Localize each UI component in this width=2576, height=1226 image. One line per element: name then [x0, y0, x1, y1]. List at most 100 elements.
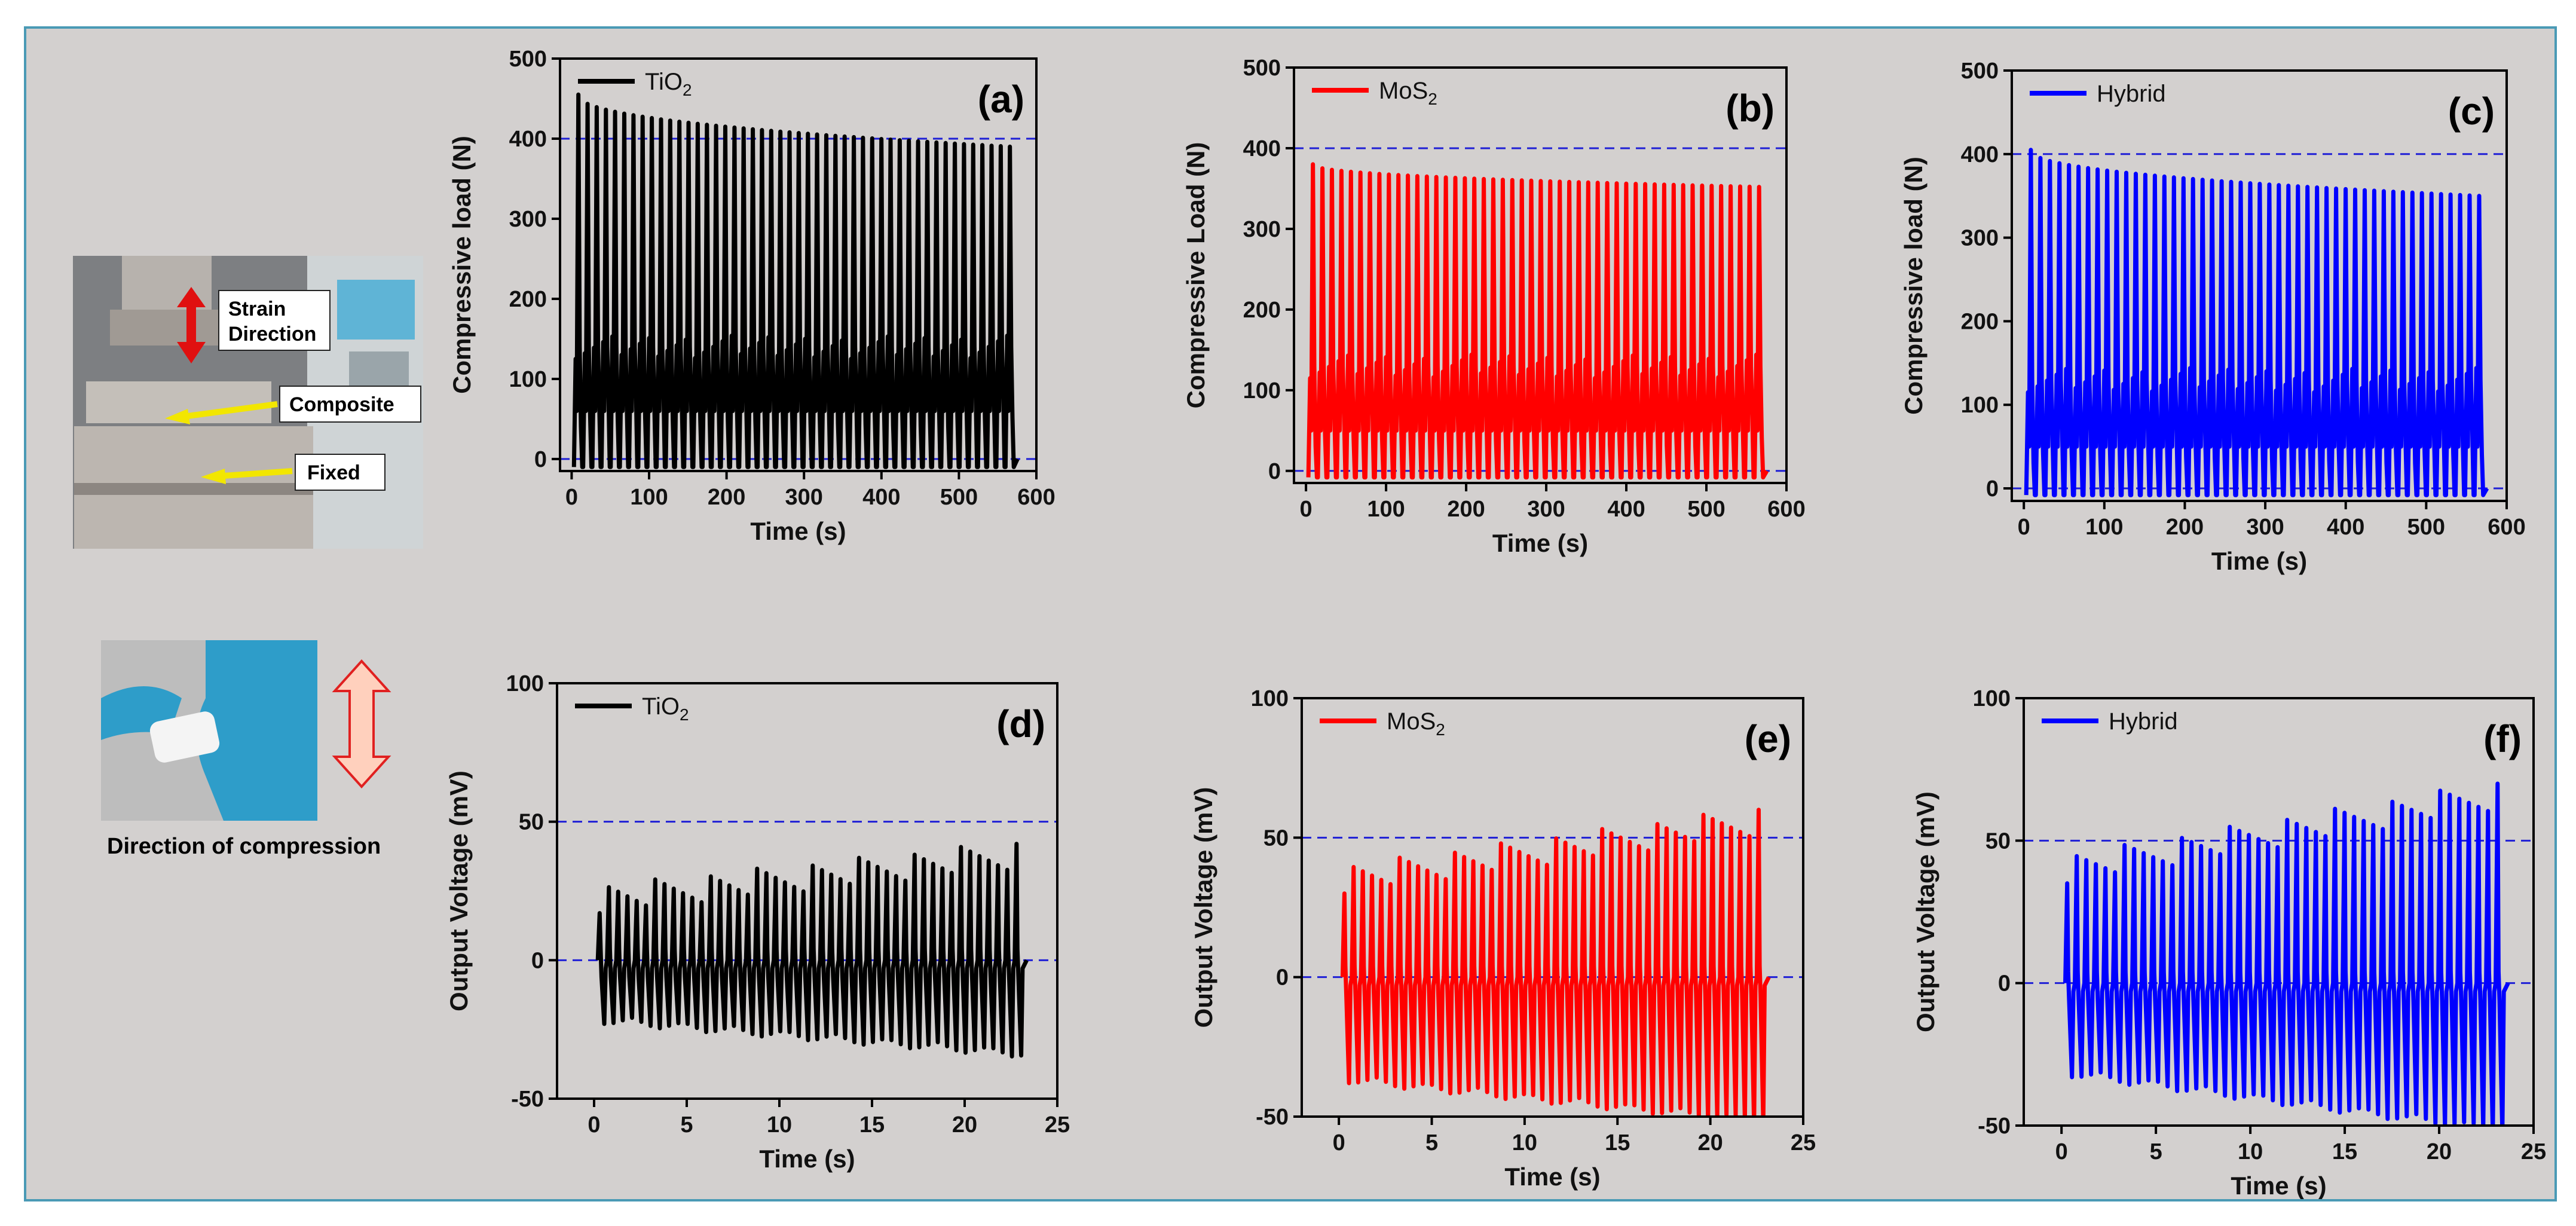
test-setup-photo: Strain Direction Composite Fixed: [73, 256, 423, 549]
x-tick-label: 20: [1697, 1130, 1723, 1155]
fixed-label-box: [295, 454, 386, 491]
y-tick-label: 0: [1268, 459, 1281, 484]
x-tick-label: 10: [767, 1112, 792, 1138]
x-tick-label: 15: [859, 1112, 885, 1138]
x-tick-label: 500: [1687, 497, 1725, 522]
legend-label: TiO2: [642, 693, 689, 724]
x-tick-label: 0: [1333, 1130, 1345, 1155]
x-tick-label: 400: [862, 485, 900, 510]
panel-label: (a): [978, 78, 1024, 121]
data-series-Hybrid: [2063, 781, 2510, 1126]
x-tick-label: 600: [1017, 485, 1055, 510]
compression-direction-arrow: [332, 659, 391, 788]
legend-subscript: 2: [680, 705, 689, 724]
y-tick-label: 100: [509, 367, 547, 392]
x-axis-title: Time (s): [1492, 529, 1588, 557]
composite-arrow-line: [187, 401, 278, 419]
composite-arrow-head: [165, 409, 190, 424]
composite-label-box: [279, 386, 421, 423]
y-tick-label: 0: [1276, 965, 1289, 990]
x-tick-label: 25: [1045, 1112, 1070, 1138]
y-tick-label: 400: [509, 127, 547, 152]
y-tick-label: 0: [534, 447, 547, 472]
plot-frame: [556, 682, 1058, 1100]
x-tick-label: 25: [2521, 1139, 2546, 1164]
y-tick-label: -50: [1978, 1114, 2011, 1139]
plot-frame: [559, 57, 1038, 472]
strain-label: Strain: [228, 298, 286, 320]
y-tick-label: 100: [1243, 378, 1281, 403]
x-axis-title: Time (s): [1504, 1163, 1600, 1191]
figure-panel: Strain Direction Composite Fixed Directi…: [24, 26, 2557, 1201]
x-tick-label: 200: [1447, 497, 1485, 522]
x-tick-label: 20: [952, 1112, 977, 1138]
x-tick-label: 0: [588, 1112, 600, 1138]
x-axis-title: Time (s): [2211, 547, 2307, 575]
y-tick-label: 200: [1243, 298, 1281, 323]
y-tick-label: 50: [1985, 828, 2011, 854]
x-tick-label: 600: [2488, 515, 2525, 540]
y-tick-label: 50: [519, 810, 544, 835]
composite-label: Composite: [289, 393, 394, 416]
legend-label: Hybrid: [2097, 81, 2166, 107]
x-tick-label: 100: [1367, 497, 1405, 522]
x-tick-label: 100: [2085, 515, 2123, 540]
x-tick-label: 0: [565, 485, 578, 510]
chart-grid: 0 100 200 300 400 500 6000100200300400500Time …: [445, 47, 2546, 1200]
machine-keypad: [349, 351, 409, 387]
panel-label: (c): [2448, 90, 2495, 133]
y-tick-label: 100: [1973, 686, 2011, 711]
x-tick-label: 100: [630, 485, 668, 510]
double-arrow-icon: [332, 659, 391, 788]
data-series-MoS2: [1340, 808, 1771, 1117]
x-axis-title: Time (s): [759, 1145, 855, 1173]
y-tick-label: 100: [1251, 686, 1289, 711]
fixed-arrow-head: [201, 469, 226, 484]
y-axis-title: Compressive load (N): [448, 136, 476, 394]
y-tick-label: 0: [531, 948, 544, 973]
x-tick-label: 10: [2238, 1139, 2263, 1164]
x-tick-label: 300: [2246, 515, 2284, 540]
panel-label: (e): [1745, 717, 1791, 760]
y-tick-label: 300: [1243, 217, 1281, 242]
x-axis-title: Time (s): [2231, 1172, 2326, 1199]
y-tick-label: 500: [1961, 59, 1999, 84]
x-tick-label: 400: [2327, 515, 2364, 540]
x-tick-label: 20: [2427, 1139, 2452, 1164]
y-axis-title: Compressive load (N): [1899, 157, 1928, 415]
y-tick-label: 500: [1243, 56, 1281, 81]
y-axis-title: Output Voltage (mV): [1911, 791, 1939, 1032]
x-tick-label: 0: [2018, 515, 2030, 540]
direction-label: Direction: [228, 323, 316, 346]
figure-svg: Strain Direction Composite Fixed Directi…: [73, 47, 2546, 1200]
y-tick-label: 0: [1986, 476, 1999, 502]
lower-fixture-shadow: [74, 483, 313, 495]
x-tick-label: 5: [2150, 1139, 2162, 1164]
panel-label: (f): [2483, 717, 2522, 760]
y-tick-label: -50: [511, 1087, 544, 1112]
x-tick-label: 200: [2166, 515, 2204, 540]
white-sample-disc: [149, 711, 220, 763]
y-tick-label: 400: [1961, 142, 1999, 167]
legend-label: Hybrid: [2109, 708, 2178, 735]
y-axis-title: Compressive Load (N): [1182, 142, 1210, 409]
fixed-arrow-line: [223, 468, 293, 479]
x-tick-label: 5: [680, 1112, 693, 1138]
y-tick-label: 300: [509, 207, 547, 232]
chart-a: 0 100 200 300 400 500 600 0 100 200 300 400 500 Time …: [448, 47, 1056, 545]
machine-display: [337, 280, 415, 340]
fixed-label: Fixed: [307, 461, 360, 484]
y-tick-label: 300: [1961, 226, 1999, 251]
panel-label: (d): [996, 702, 1045, 745]
x-tick-label: 500: [940, 485, 978, 510]
x-tick-label: 500: [2407, 515, 2445, 540]
y-tick-label: 0: [1998, 971, 2011, 996]
data-series-MoS2: [1306, 162, 1769, 480]
x-tick-label: 15: [2332, 1139, 2357, 1164]
x-tick-label: 300: [785, 485, 823, 510]
chart-d: 0 5 10 15 20 25 -50 0 50 100 Time (s) Output Voltag…: [445, 671, 1070, 1173]
compression-caption: Direction of compression: [107, 834, 381, 859]
legend-label: TiO2: [645, 69, 692, 99]
x-axis-title: Time (s): [750, 517, 846, 545]
x-tick-label: 10: [1512, 1130, 1537, 1155]
